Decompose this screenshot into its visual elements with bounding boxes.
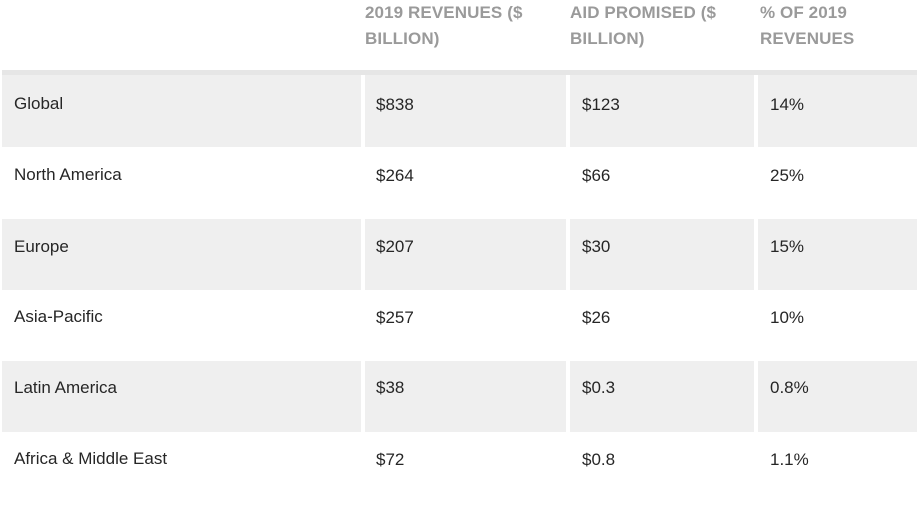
column-divider [566, 75, 570, 147]
table-row: North America $264 $66 25% [2, 147, 917, 219]
aid-cell: $0.8 [582, 450, 616, 469]
column-divider [566, 219, 570, 290]
percent-cell: 0.8% [770, 378, 809, 397]
column-divider [754, 361, 758, 432]
revenues-cell: $264 [376, 166, 414, 185]
aid-cell: $0.3 [582, 378, 616, 397]
table-header-row: 2019 REVENUES ($ BILLION) AID PROMISED (… [0, 0, 919, 72]
region-cell: Latin America [14, 378, 117, 397]
header-2019-revenues: 2019 REVENUES ($ BILLION) [365, 3, 523, 48]
table-row: Latin America $38 $0.3 0.8% [2, 361, 917, 432]
column-divider [361, 361, 365, 432]
region-cell: Europe [14, 237, 69, 256]
percent-cell: 1.1% [770, 450, 809, 469]
header-percent-of-revenues: % OF 2019 REVENUES [760, 3, 855, 48]
revenues-cell: $207 [376, 237, 414, 256]
table-row: Africa & Middle East $72 $0.8 1.1% [2, 432, 917, 499]
percent-cell: 10% [770, 308, 805, 327]
column-divider [361, 219, 365, 290]
column-divider [361, 75, 365, 147]
table-row: Europe $207 $30 15% [2, 219, 917, 290]
revenues-cell: $838 [376, 95, 414, 114]
column-divider [566, 361, 570, 432]
region-cell: Africa & Middle East [14, 449, 168, 468]
percent-cell: 14% [770, 95, 805, 114]
header-divider [2, 70, 917, 75]
header-aid-promised: AID PROMISED ($ BILLION) [570, 3, 717, 48]
aid-cell: $26 [582, 308, 611, 327]
revenues-cell: $38 [376, 378, 405, 397]
aid-cell: $123 [582, 95, 620, 114]
revenue-aid-table: 2019 REVENUES ($ BILLION) AID PROMISED (… [0, 0, 919, 499]
column-divider [754, 75, 758, 147]
revenues-cell: $257 [376, 308, 414, 327]
percent-cell: 25% [770, 166, 805, 185]
revenues-cell: $72 [376, 450, 405, 469]
percent-cell: 15% [770, 237, 805, 256]
region-cell: North America [14, 165, 122, 184]
table-row: Asia-Pacific $257 $26 10% [2, 290, 917, 361]
column-divider [754, 219, 758, 290]
region-cell: Global [14, 94, 64, 113]
region-cell: Asia-Pacific [14, 307, 103, 326]
table-row: Global $838 $123 14% [2, 75, 917, 147]
aid-cell: $30 [582, 237, 611, 256]
aid-cell: $66 [582, 166, 611, 185]
